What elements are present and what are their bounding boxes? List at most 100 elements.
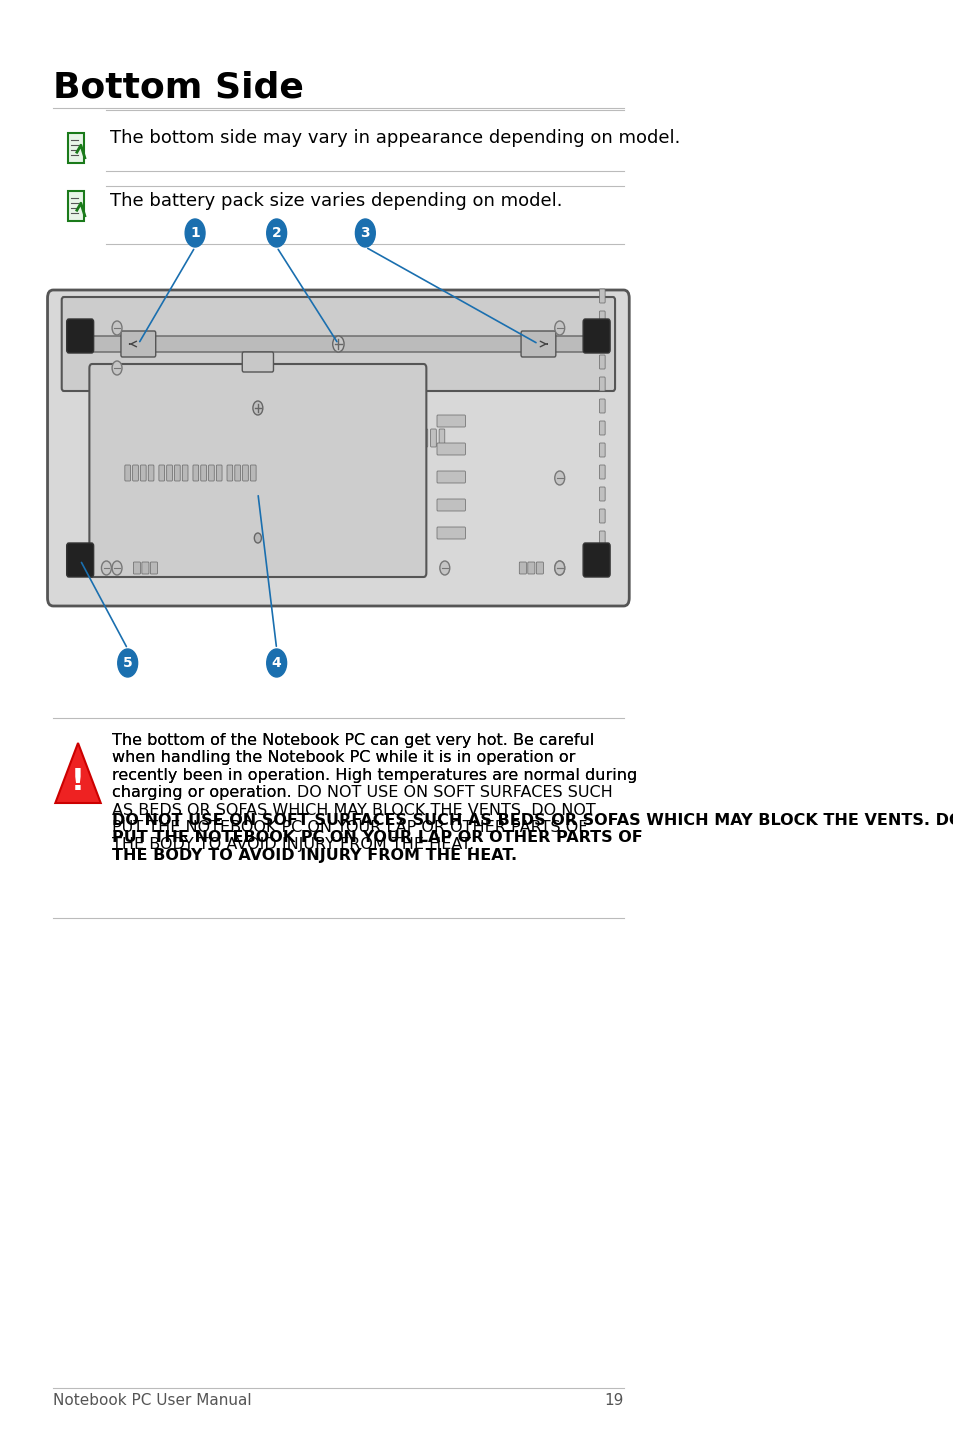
FancyBboxPatch shape: [598, 464, 604, 479]
FancyBboxPatch shape: [598, 421, 604, 436]
Circle shape: [117, 649, 137, 677]
FancyBboxPatch shape: [151, 562, 157, 574]
Text: 5: 5: [123, 656, 132, 670]
FancyBboxPatch shape: [274, 429, 280, 447]
FancyBboxPatch shape: [598, 289, 604, 303]
FancyBboxPatch shape: [598, 443, 604, 457]
Circle shape: [101, 561, 112, 575]
Circle shape: [254, 533, 261, 544]
Circle shape: [439, 561, 449, 575]
Circle shape: [333, 336, 344, 352]
FancyBboxPatch shape: [67, 319, 93, 352]
FancyBboxPatch shape: [527, 562, 535, 574]
FancyBboxPatch shape: [335, 429, 341, 447]
Text: Bottom Side: Bottom Side: [53, 70, 304, 104]
Text: The battery pack size varies depending on model.: The battery pack size varies depending o…: [110, 193, 562, 210]
FancyBboxPatch shape: [436, 472, 465, 483]
FancyBboxPatch shape: [438, 429, 444, 447]
Text: Notebook PC User Manual: Notebook PC User Manual: [53, 1393, 252, 1408]
FancyBboxPatch shape: [598, 531, 604, 545]
FancyBboxPatch shape: [84, 336, 593, 352]
FancyBboxPatch shape: [62, 298, 615, 391]
FancyBboxPatch shape: [518, 562, 526, 574]
FancyBboxPatch shape: [250, 464, 255, 480]
FancyBboxPatch shape: [536, 562, 543, 574]
FancyBboxPatch shape: [391, 429, 396, 447]
Polygon shape: [55, 743, 101, 802]
FancyBboxPatch shape: [582, 319, 610, 352]
FancyBboxPatch shape: [159, 464, 165, 480]
FancyBboxPatch shape: [598, 355, 604, 370]
Circle shape: [355, 219, 375, 247]
FancyBboxPatch shape: [68, 191, 84, 221]
Text: The bottom side may vary in appearance depending on model.: The bottom side may vary in appearance d…: [110, 129, 679, 147]
FancyBboxPatch shape: [200, 464, 206, 480]
FancyBboxPatch shape: [125, 464, 131, 480]
Text: !: !: [71, 768, 85, 797]
FancyBboxPatch shape: [266, 429, 272, 447]
FancyBboxPatch shape: [148, 464, 153, 480]
FancyBboxPatch shape: [48, 290, 629, 605]
FancyBboxPatch shape: [360, 429, 366, 447]
FancyBboxPatch shape: [90, 364, 426, 577]
Text: 1: 1: [190, 226, 200, 240]
FancyBboxPatch shape: [598, 487, 604, 500]
Circle shape: [555, 321, 564, 335]
FancyBboxPatch shape: [582, 544, 610, 577]
FancyBboxPatch shape: [436, 526, 465, 539]
FancyBboxPatch shape: [598, 311, 604, 325]
Text: The bottom of the Notebook PC can get very hot. Be careful
when handling the Not: The bottom of the Notebook PC can get ve…: [112, 733, 637, 800]
FancyBboxPatch shape: [375, 429, 380, 447]
FancyBboxPatch shape: [257, 429, 263, 447]
FancyBboxPatch shape: [167, 464, 172, 480]
Circle shape: [267, 649, 286, 677]
FancyBboxPatch shape: [68, 132, 84, 164]
FancyBboxPatch shape: [421, 429, 427, 447]
FancyBboxPatch shape: [121, 331, 155, 357]
FancyBboxPatch shape: [242, 464, 248, 480]
FancyBboxPatch shape: [140, 464, 146, 480]
FancyBboxPatch shape: [234, 464, 240, 480]
FancyBboxPatch shape: [133, 562, 140, 574]
Circle shape: [253, 401, 263, 416]
FancyBboxPatch shape: [344, 429, 350, 447]
Circle shape: [112, 561, 122, 575]
FancyBboxPatch shape: [430, 429, 436, 447]
FancyBboxPatch shape: [142, 562, 149, 574]
Text: The bottom of the Notebook PC can get very hot. Be careful
when handling the Not: The bottom of the Notebook PC can get ve…: [112, 733, 637, 853]
FancyBboxPatch shape: [67, 544, 93, 577]
Text: 3: 3: [360, 226, 370, 240]
FancyBboxPatch shape: [414, 429, 418, 447]
FancyBboxPatch shape: [216, 464, 222, 480]
FancyBboxPatch shape: [322, 429, 328, 447]
FancyBboxPatch shape: [296, 429, 302, 447]
FancyBboxPatch shape: [283, 429, 289, 447]
Circle shape: [555, 561, 564, 575]
FancyBboxPatch shape: [399, 429, 405, 447]
FancyBboxPatch shape: [314, 429, 319, 447]
FancyBboxPatch shape: [174, 464, 180, 480]
Text: 4: 4: [272, 656, 281, 670]
Circle shape: [185, 219, 205, 247]
FancyBboxPatch shape: [598, 377, 604, 391]
FancyBboxPatch shape: [436, 416, 465, 427]
FancyBboxPatch shape: [598, 334, 604, 347]
Text: 19: 19: [603, 1393, 623, 1408]
FancyBboxPatch shape: [353, 429, 358, 447]
FancyBboxPatch shape: [132, 464, 138, 480]
FancyBboxPatch shape: [193, 464, 198, 480]
FancyBboxPatch shape: [436, 443, 465, 454]
Text: DO NOT USE ON SOFT SURFACES SUCH AS BEDS OR SOFAS WHICH MAY BLOCK THE VENTS. DO : DO NOT USE ON SOFT SURFACES SUCH AS BEDS…: [112, 812, 953, 863]
FancyBboxPatch shape: [182, 464, 188, 480]
FancyBboxPatch shape: [209, 464, 214, 480]
FancyBboxPatch shape: [598, 398, 604, 413]
FancyBboxPatch shape: [242, 352, 274, 372]
Circle shape: [112, 321, 122, 335]
FancyBboxPatch shape: [227, 464, 233, 480]
Text: 2: 2: [272, 226, 281, 240]
Circle shape: [555, 472, 564, 485]
FancyBboxPatch shape: [520, 331, 556, 357]
FancyBboxPatch shape: [598, 509, 604, 523]
FancyBboxPatch shape: [305, 429, 311, 447]
FancyBboxPatch shape: [436, 499, 465, 510]
